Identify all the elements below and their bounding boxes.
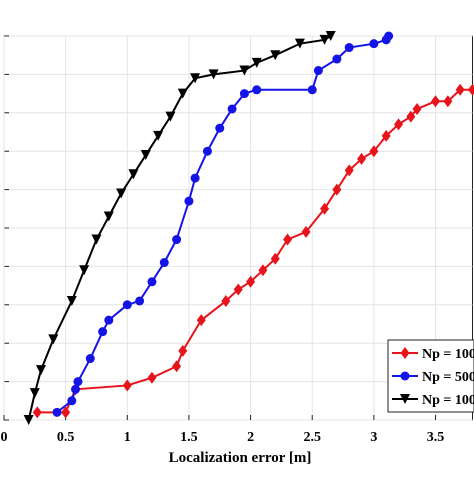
x-tick-label: 0 — [1, 430, 8, 445]
marker — [344, 43, 354, 53]
marker — [283, 233, 293, 246]
marker — [196, 314, 206, 327]
marker — [104, 315, 114, 325]
marker — [73, 377, 83, 387]
marker — [23, 415, 34, 425]
marker — [122, 300, 132, 310]
marker — [319, 34, 330, 45]
marker — [35, 365, 46, 376]
marker — [221, 294, 231, 307]
marker — [32, 406, 42, 419]
marker — [85, 354, 95, 364]
marker — [239, 65, 250, 76]
marker — [172, 235, 182, 245]
x-axis-label: Localization error [m] — [169, 450, 312, 466]
marker — [252, 85, 262, 95]
legend-label: Np = 500 — [422, 370, 474, 385]
x-tick-label: 1 — [124, 430, 131, 445]
marker — [246, 275, 256, 288]
x-tick-label: 3 — [370, 430, 377, 445]
marker — [332, 54, 342, 64]
marker — [313, 66, 323, 76]
legend-marker — [400, 394, 410, 404]
marker — [406, 110, 416, 123]
marker — [165, 111, 176, 122]
marker — [468, 83, 474, 96]
marker — [66, 295, 77, 306]
x-tick-label: 3.5 — [427, 430, 445, 445]
marker — [103, 211, 114, 222]
x-tick-label: 0.5 — [57, 430, 75, 445]
marker — [190, 173, 200, 183]
marker — [270, 50, 281, 61]
marker — [172, 360, 182, 373]
marker — [135, 296, 145, 306]
marker — [239, 89, 249, 99]
marker — [233, 283, 243, 296]
marker — [147, 277, 157, 287]
marker — [184, 196, 194, 206]
marker — [208, 69, 219, 80]
marker — [251, 57, 262, 68]
marker — [443, 95, 453, 108]
x-tick-label: 2.5 — [303, 430, 321, 445]
marker — [431, 95, 441, 108]
marker — [357, 152, 367, 165]
marker — [344, 164, 354, 177]
marker — [48, 334, 59, 345]
marker — [394, 118, 404, 131]
marker — [153, 130, 164, 141]
marker — [190, 73, 201, 84]
marker — [159, 258, 169, 268]
marker — [140, 150, 151, 161]
marker — [215, 123, 225, 133]
marker — [202, 146, 212, 156]
marker — [71, 384, 81, 394]
series-line — [37, 88, 473, 414]
marker — [325, 31, 336, 41]
marker — [91, 234, 102, 245]
marker — [307, 85, 317, 95]
marker — [61, 406, 71, 419]
marker — [384, 31, 394, 41]
marker — [227, 104, 237, 114]
legend-label: Np = 100 — [422, 347, 474, 362]
legend-marker — [400, 371, 410, 381]
marker — [67, 396, 77, 406]
x-tick-label: 2 — [247, 430, 254, 445]
marker — [455, 83, 465, 96]
marker — [320, 202, 330, 215]
marker — [301, 225, 311, 238]
marker — [412, 102, 422, 115]
marker — [258, 264, 268, 277]
legend-marker — [400, 347, 410, 359]
legend-label: Np = 100 — [422, 393, 474, 408]
x-tick-label: 1.5 — [180, 430, 198, 445]
marker — [116, 188, 127, 199]
marker — [332, 183, 342, 196]
marker — [369, 145, 379, 158]
marker — [369, 39, 379, 49]
marker — [79, 265, 90, 276]
marker — [52, 407, 62, 417]
marker — [29, 388, 40, 399]
marker — [178, 344, 188, 357]
marker — [98, 327, 108, 337]
marker — [147, 371, 157, 384]
series-line — [27, 35, 332, 421]
marker — [122, 379, 132, 392]
marker — [270, 252, 280, 265]
marker — [177, 88, 188, 99]
marker — [128, 169, 139, 180]
marker — [381, 129, 391, 142]
marker — [294, 38, 305, 49]
